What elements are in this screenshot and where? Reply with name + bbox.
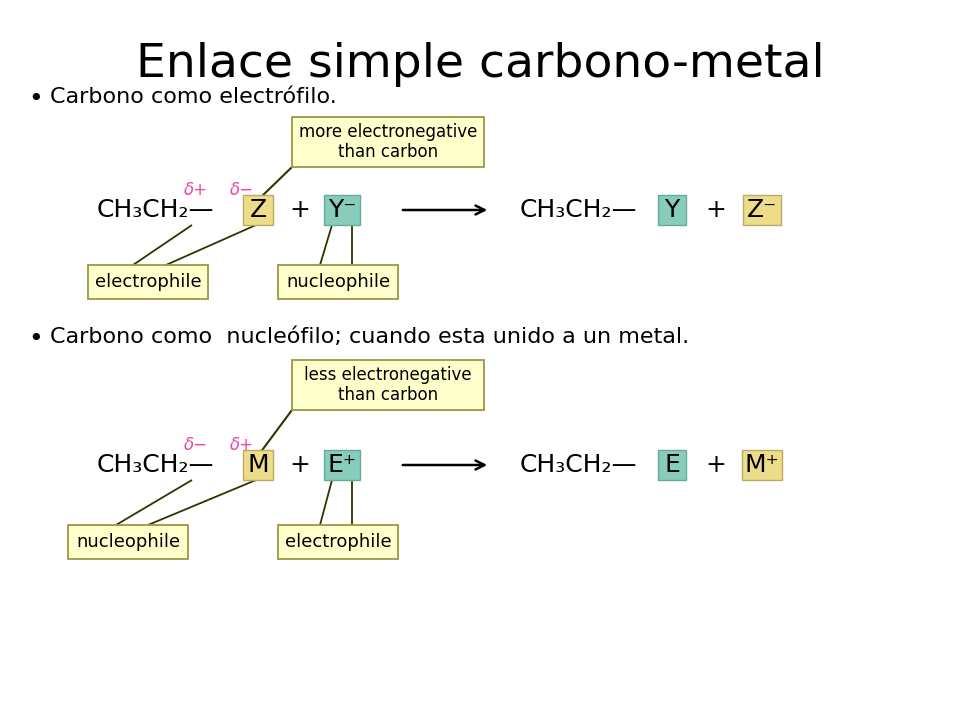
Text: +: + xyxy=(706,453,727,477)
FancyBboxPatch shape xyxy=(658,450,686,480)
Text: δ−: δ− xyxy=(230,181,254,199)
Text: less electronegative
than carbon: less electronegative than carbon xyxy=(304,366,471,405)
FancyBboxPatch shape xyxy=(292,117,484,167)
FancyBboxPatch shape xyxy=(68,525,188,559)
Text: nucleophile: nucleophile xyxy=(286,273,390,291)
Text: δ+: δ+ xyxy=(230,436,254,454)
Text: •: • xyxy=(28,87,43,111)
Text: Y: Y xyxy=(664,198,680,222)
FancyBboxPatch shape xyxy=(278,265,398,299)
Text: CH₃CH₂—: CH₃CH₂— xyxy=(96,453,214,477)
FancyBboxPatch shape xyxy=(88,265,208,299)
Text: Enlace simple carbono-metal: Enlace simple carbono-metal xyxy=(135,42,825,87)
FancyBboxPatch shape xyxy=(243,195,273,225)
Text: +: + xyxy=(706,198,727,222)
FancyBboxPatch shape xyxy=(278,525,398,559)
Text: +: + xyxy=(290,198,310,222)
FancyBboxPatch shape xyxy=(743,195,781,225)
FancyBboxPatch shape xyxy=(243,450,273,480)
Text: CH₃CH₂—: CH₃CH₂— xyxy=(519,453,636,477)
Text: Z: Z xyxy=(250,198,267,222)
FancyBboxPatch shape xyxy=(324,195,360,225)
Text: nucleophile: nucleophile xyxy=(76,533,180,551)
Text: CH₃CH₂—: CH₃CH₂— xyxy=(96,198,214,222)
FancyBboxPatch shape xyxy=(292,360,484,410)
Text: more electronegative
than carbon: more electronegative than carbon xyxy=(299,122,477,161)
Text: M⁺: M⁺ xyxy=(745,453,780,477)
Text: E⁺: E⁺ xyxy=(327,453,356,477)
Text: δ+: δ+ xyxy=(184,181,208,199)
FancyBboxPatch shape xyxy=(742,450,782,480)
FancyBboxPatch shape xyxy=(324,450,360,480)
FancyBboxPatch shape xyxy=(658,195,686,225)
Text: M: M xyxy=(247,453,269,477)
Text: Carbono como  nucleófilo; cuando esta unido a un metal.: Carbono como nucleófilo; cuando esta uni… xyxy=(50,327,689,347)
Text: Z⁻: Z⁻ xyxy=(747,198,778,222)
Text: electrophile: electrophile xyxy=(95,273,202,291)
Text: Carbono como electrófilo.: Carbono como electrófilo. xyxy=(50,87,337,107)
Text: δ−: δ− xyxy=(184,436,208,454)
Text: •: • xyxy=(28,327,43,351)
Text: E: E xyxy=(664,453,680,477)
Text: CH₃CH₂—: CH₃CH₂— xyxy=(519,198,636,222)
Text: +: + xyxy=(290,453,310,477)
Text: electrophile: electrophile xyxy=(285,533,392,551)
Text: Y⁻: Y⁻ xyxy=(327,198,356,222)
